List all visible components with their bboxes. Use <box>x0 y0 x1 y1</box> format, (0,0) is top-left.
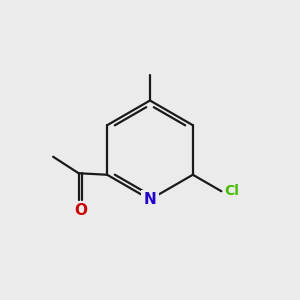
Text: N: N <box>144 192 156 207</box>
Text: Cl: Cl <box>224 184 239 198</box>
Text: O: O <box>74 203 87 218</box>
